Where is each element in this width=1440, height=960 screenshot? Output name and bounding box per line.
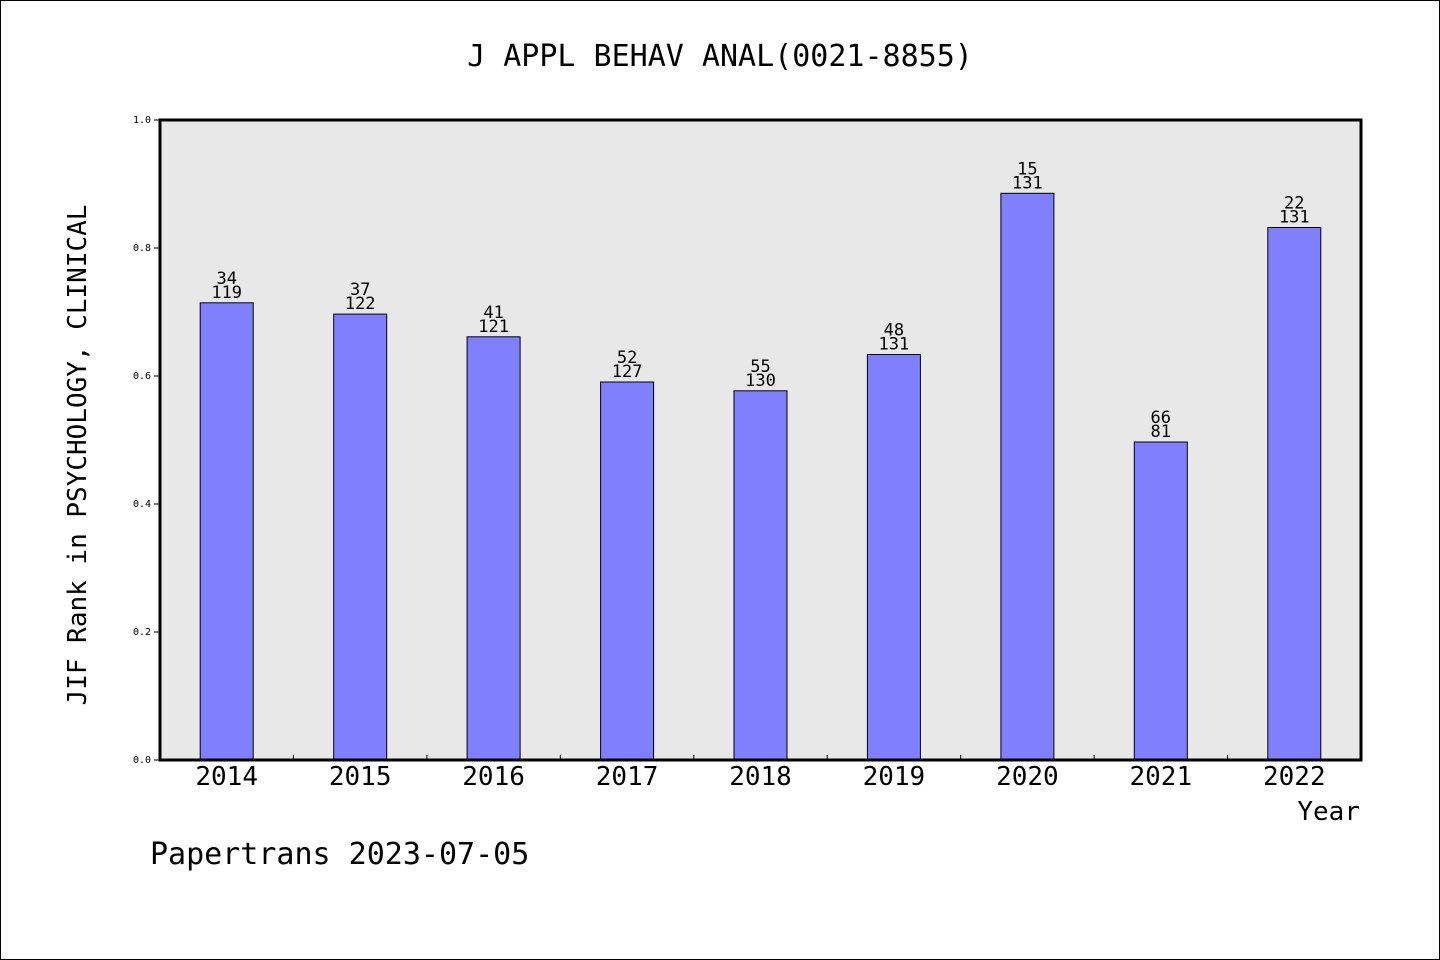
y-tick-label: 0.8 xyxy=(133,243,151,254)
bar-rank-label: 48 xyxy=(884,321,904,341)
bar-total-label: 130 xyxy=(745,371,776,391)
bar-2018 xyxy=(733,390,788,761)
x-tick-label: 2020 xyxy=(996,762,1059,792)
chart-title: J APPL BEHAV ANAL(0021-8855) xyxy=(467,39,973,74)
y-tick-label: 0.4 xyxy=(133,499,151,510)
y-tick-label: 1.0 xyxy=(133,115,151,126)
bar-2015 xyxy=(333,313,388,761)
y-axis-label: JIF Rank in PSYCHOLOGY, CLINICAL xyxy=(63,205,93,706)
y-tick-label: 0.2 xyxy=(133,627,151,638)
bar-rank-label: 52 xyxy=(617,348,637,368)
bar-total-label: 81 xyxy=(1151,422,1171,442)
bar-rank-label: 66 xyxy=(1151,408,1171,428)
bar-total-label: 121 xyxy=(478,317,509,337)
bar-2017 xyxy=(600,381,655,761)
bar-rank-label: 41 xyxy=(483,303,503,323)
y-tick-label: 0.6 xyxy=(133,371,151,382)
x-tick-label: 2017 xyxy=(596,762,659,792)
bar-2019 xyxy=(866,354,921,761)
bars-group xyxy=(199,192,1322,761)
bar-2014 xyxy=(199,302,254,761)
bar-total-label: 131 xyxy=(879,335,910,355)
x-tick-label: 2014 xyxy=(195,762,258,792)
plot-border xyxy=(158,118,1363,762)
x-tick-label: 2018 xyxy=(729,762,792,792)
bar-rank-label: 15 xyxy=(1017,159,1037,179)
bar-total-label: 131 xyxy=(1279,208,1310,228)
bar-total-label: 131 xyxy=(1012,173,1043,193)
x-tick-label: 2016 xyxy=(462,762,525,792)
bar-rank-label: 55 xyxy=(750,357,770,377)
bar-total-label: 119 xyxy=(211,283,242,303)
bar-2020 xyxy=(1000,192,1055,761)
bar-rank-label: 34 xyxy=(216,269,236,289)
x-tick-label: 2022 xyxy=(1263,762,1326,792)
bar-2022 xyxy=(1267,227,1322,761)
bar-rank-label: 22 xyxy=(1284,194,1304,214)
x-axis: 2014 2015 2016 2017 2018 2019 2020 2021 2022 xyxy=(195,755,1326,792)
bar-2016 xyxy=(466,336,521,761)
bar-2021 xyxy=(1133,441,1188,761)
bar-total-label: 122 xyxy=(345,294,376,314)
x-axis-label: Year xyxy=(1297,797,1360,827)
x-tick-label: 2015 xyxy=(329,762,392,792)
bar-total-label: 127 xyxy=(612,362,643,382)
y-axis: 0.0 0.2 0.4 0.6 0.8 1.0 xyxy=(133,115,160,766)
x-tick-label: 2019 xyxy=(863,762,926,792)
y-tick-label: 0.0 xyxy=(133,755,151,766)
x-tick-label: 2021 xyxy=(1129,762,1192,792)
footer-credit: Papertrans 2023-07-05 xyxy=(150,837,529,872)
bar-rank-label: 37 xyxy=(350,280,370,300)
